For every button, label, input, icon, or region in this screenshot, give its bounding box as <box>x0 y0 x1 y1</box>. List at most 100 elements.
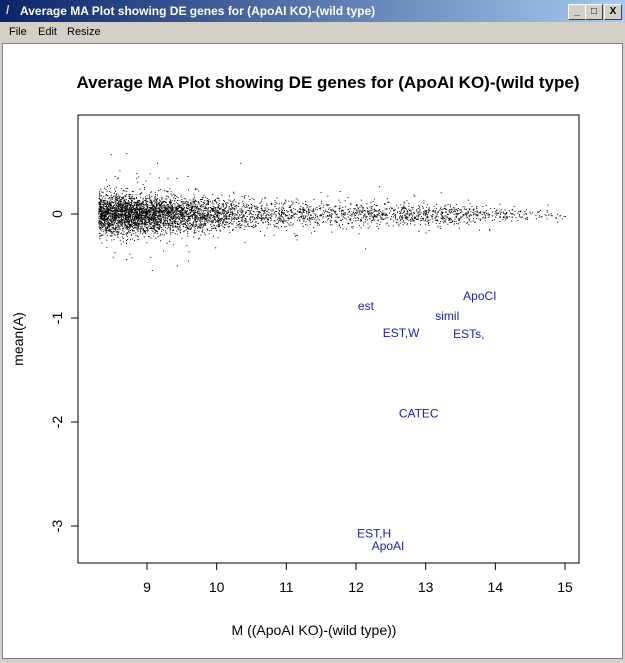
data-point <box>222 223 224 225</box>
data-point <box>137 207 139 209</box>
data-point <box>233 218 235 220</box>
data-point <box>130 213 132 215</box>
data-point <box>197 212 199 214</box>
data-point <box>133 233 135 234</box>
data-point <box>161 227 163 228</box>
data-point <box>131 226 133 227</box>
data-point <box>506 212 507 213</box>
data-point <box>360 199 362 201</box>
data-point <box>168 213 170 215</box>
data-point <box>110 230 111 232</box>
data-point <box>131 229 133 230</box>
data-point <box>195 204 196 206</box>
data-point <box>508 210 510 212</box>
data-point <box>150 227 152 229</box>
data-point <box>112 211 114 213</box>
data-point <box>410 213 411 215</box>
data-point <box>475 214 477 216</box>
data-point <box>353 213 355 215</box>
data-point <box>131 225 133 227</box>
data-point <box>159 222 161 223</box>
data-point <box>202 218 204 220</box>
data-point <box>476 206 478 208</box>
data-point <box>105 204 106 205</box>
data-point <box>395 215 397 217</box>
data-point <box>511 216 513 218</box>
data-point <box>163 204 165 206</box>
data-point <box>169 207 171 209</box>
data-point <box>168 211 170 213</box>
data-point <box>278 227 280 229</box>
data-point <box>395 214 396 216</box>
data-point <box>122 208 124 210</box>
data-point <box>169 221 171 223</box>
data-point <box>264 212 266 214</box>
data-point <box>420 212 422 214</box>
data-point <box>525 209 527 211</box>
data-point <box>128 213 129 215</box>
data-point <box>125 207 127 208</box>
data-point <box>358 214 360 216</box>
data-point <box>505 217 507 219</box>
data-point <box>291 200 293 202</box>
data-point <box>120 211 122 213</box>
data-point <box>261 200 263 202</box>
menu-resize[interactable]: Resize <box>67 26 101 38</box>
data-point <box>126 236 128 237</box>
data-point <box>106 227 108 229</box>
data-point <box>406 222 408 224</box>
data-point <box>204 202 205 204</box>
data-point <box>196 207 198 209</box>
data-point <box>174 207 176 209</box>
data-point <box>158 218 160 220</box>
menu-edit[interactable]: Edit <box>38 26 57 38</box>
data-point <box>153 226 155 228</box>
data-point <box>451 221 453 223</box>
data-point <box>135 227 137 229</box>
data-point <box>181 204 183 206</box>
data-point <box>210 214 212 216</box>
data-point <box>278 221 279 223</box>
close-button[interactable]: X <box>604 4 622 20</box>
menu-file[interactable]: File <box>9 26 27 38</box>
data-point <box>236 214 238 216</box>
data-point <box>166 215 168 216</box>
data-point <box>341 215 343 217</box>
data-point <box>162 208 164 210</box>
data-point <box>199 227 201 229</box>
data-point <box>118 210 120 212</box>
data-point <box>109 224 111 226</box>
minimize-button[interactable]: _ <box>568 4 586 20</box>
data-point <box>268 212 270 214</box>
data-point <box>131 210 133 211</box>
data-point <box>443 222 445 224</box>
data-point <box>325 221 327 223</box>
data-point <box>167 206 169 208</box>
data-point <box>120 206 122 208</box>
data-point <box>105 219 107 221</box>
data-point <box>122 241 124 243</box>
data-point <box>163 217 165 219</box>
data-point <box>294 209 296 210</box>
data-point <box>114 204 116 206</box>
data-point <box>170 218 172 220</box>
data-point <box>167 220 168 222</box>
data-point <box>128 201 130 203</box>
data-point <box>116 214 118 216</box>
data-point <box>203 217 205 219</box>
data-point <box>412 219 414 221</box>
data-point <box>125 196 127 198</box>
data-point <box>209 200 211 202</box>
maximize-button[interactable]: □ <box>585 4 603 20</box>
data-point <box>110 203 112 205</box>
data-point <box>403 204 405 206</box>
data-point <box>274 220 276 222</box>
data-point <box>119 202 121 204</box>
data-point <box>511 220 512 222</box>
data-point <box>131 212 133 214</box>
data-point <box>125 194 127 196</box>
data-point <box>118 216 120 218</box>
data-point <box>114 230 116 232</box>
data-point <box>149 197 151 199</box>
data-point <box>387 217 389 219</box>
